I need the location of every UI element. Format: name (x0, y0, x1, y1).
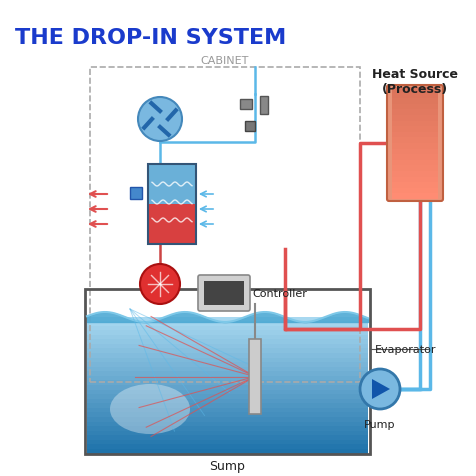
Bar (392, 138, 438, 144)
Text: Pump: Pump (364, 419, 396, 429)
Bar (392, 154, 438, 160)
Bar (130, 188, 142, 199)
Bar (87, 330, 368, 336)
Bar (87, 413, 368, 417)
Bar (87, 445, 368, 449)
Bar (392, 149, 438, 155)
Bar (87, 426, 368, 431)
Bar (204, 281, 244, 306)
Bar (392, 143, 438, 149)
Bar (90, 68, 360, 382)
Text: THE DROP-IN SYSTEM: THE DROP-IN SYSTEM (15, 28, 286, 48)
Bar (87, 358, 368, 363)
Bar (392, 182, 438, 188)
Bar (87, 381, 368, 386)
Bar (87, 353, 368, 358)
Bar (87, 362, 368, 367)
Bar (392, 188, 438, 194)
Bar (87, 367, 368, 372)
Bar (87, 417, 368, 422)
Bar (87, 321, 368, 327)
Bar (87, 399, 368, 404)
Bar (87, 449, 368, 454)
Circle shape (140, 265, 180, 304)
Bar (87, 349, 368, 354)
Bar (245, 122, 255, 132)
Bar (87, 404, 368, 408)
Bar (87, 344, 368, 349)
Bar (87, 317, 368, 322)
Bar (87, 339, 368, 345)
Bar (392, 87, 438, 93)
Bar (148, 205, 196, 245)
Bar (87, 408, 368, 413)
Bar (392, 109, 438, 116)
Bar (392, 104, 438, 110)
Bar (392, 115, 438, 121)
FancyBboxPatch shape (198, 276, 250, 311)
Bar (392, 121, 438, 127)
Bar (392, 93, 438, 99)
Bar (85, 289, 370, 454)
Text: CABINET: CABINET (201, 56, 249, 66)
Bar (87, 436, 368, 440)
Bar (87, 326, 368, 331)
Bar (87, 440, 368, 445)
Bar (392, 166, 438, 172)
FancyBboxPatch shape (387, 86, 443, 201)
Bar (87, 431, 368, 436)
Bar (87, 335, 368, 340)
Bar (87, 394, 368, 399)
Text: Evaporator: Evaporator (375, 344, 436, 354)
Bar (392, 177, 438, 183)
Bar (392, 99, 438, 105)
Bar (87, 422, 368, 426)
Circle shape (360, 369, 400, 409)
Bar (148, 165, 196, 245)
Ellipse shape (110, 384, 190, 434)
Bar (260, 97, 268, 115)
Bar (392, 193, 438, 199)
Bar (87, 385, 368, 390)
Bar (87, 390, 368, 395)
Bar (392, 132, 438, 138)
Bar (87, 372, 368, 377)
Bar (392, 160, 438, 166)
Circle shape (138, 98, 182, 142)
Polygon shape (372, 379, 390, 399)
Bar (392, 127, 438, 132)
Bar (249, 339, 261, 414)
Text: Heat Source
(Process): Heat Source (Process) (372, 68, 458, 96)
Text: Controller: Controller (252, 288, 307, 298)
Bar (240, 100, 252, 110)
Bar (392, 171, 438, 177)
Text: Sump: Sump (209, 459, 246, 472)
Bar (87, 376, 368, 381)
Bar (148, 165, 196, 205)
